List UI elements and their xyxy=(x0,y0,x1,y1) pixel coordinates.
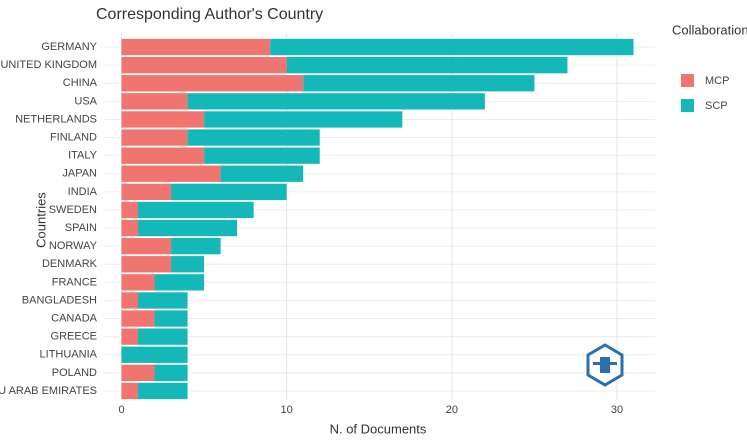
y-tick-label: JAPAN xyxy=(62,168,97,180)
bar-segment xyxy=(121,364,155,381)
y-tick-label: NORWAY xyxy=(49,240,98,252)
bar-segment xyxy=(121,292,139,309)
bar-segment xyxy=(138,328,188,345)
y-tick-label: CHINA xyxy=(63,77,98,89)
bar-segment xyxy=(154,274,205,291)
bar-segment xyxy=(286,57,568,74)
bar-segment xyxy=(121,346,188,363)
x-tick-label: 0 xyxy=(118,404,124,416)
bar-segment xyxy=(138,201,254,219)
bar-segment xyxy=(121,201,139,219)
y-tick-label: BANGLADESH xyxy=(22,294,97,306)
bar-segment xyxy=(121,328,139,345)
y-tick-label: NETHERLANDS xyxy=(15,113,97,125)
bar-segment xyxy=(154,364,188,381)
y-axis-title: Countries xyxy=(33,192,48,248)
x-tick-label: 30 xyxy=(611,404,623,416)
y-tick-label: INDIA xyxy=(68,186,98,198)
bar-segment xyxy=(121,129,188,146)
bar-segment xyxy=(121,310,155,327)
bar-segment xyxy=(121,75,304,92)
bar-segment xyxy=(121,165,221,182)
y-tick-label: ITALY xyxy=(68,150,98,162)
legend-label: SCP xyxy=(705,100,728,112)
bar-segment xyxy=(171,256,205,273)
x-axis-title: N. of Documents xyxy=(330,421,427,436)
bar-segment xyxy=(121,274,155,291)
y-tick-label: POLAND xyxy=(52,367,97,379)
legend-label: MCP xyxy=(705,75,729,87)
bar-segment xyxy=(270,38,634,56)
bar-segment xyxy=(121,147,205,164)
bar-segment xyxy=(121,219,139,237)
bar-segment xyxy=(121,238,172,255)
y-tick-label: SPAIN xyxy=(65,222,97,234)
bar-segment xyxy=(187,129,320,146)
bar-segment xyxy=(121,38,271,56)
bar-segment xyxy=(138,219,238,237)
bar-segment xyxy=(121,57,287,74)
bar-segment xyxy=(171,238,221,255)
y-tick-label: FRANCE xyxy=(52,276,97,288)
bar-segment xyxy=(121,256,172,273)
x-tick-label: 10 xyxy=(281,404,293,416)
y-tick-label: GREECE xyxy=(51,331,97,343)
logo xyxy=(586,343,624,387)
bar-segment xyxy=(220,165,304,182)
legend-swatch xyxy=(681,74,694,87)
y-tick-label: GERMANY xyxy=(41,41,97,53)
bar-segment xyxy=(303,75,535,92)
y-tick-label: USA xyxy=(74,95,97,107)
bar-segment xyxy=(171,183,287,200)
bar-segment xyxy=(121,93,188,110)
bar-segment xyxy=(121,382,139,400)
y-tick-label: U ARAB EMIRATES xyxy=(0,385,97,397)
y-tick-label: UNITED KINGDOM xyxy=(0,59,97,71)
x-tick-label: 20 xyxy=(446,404,458,416)
legend-title: Collaboration xyxy=(672,22,747,37)
bar-segment xyxy=(121,111,205,128)
legend-swatch xyxy=(681,99,694,112)
bar-segment xyxy=(138,382,188,400)
y-tick-label: SWEDEN xyxy=(49,204,97,216)
bar-segment xyxy=(204,111,403,128)
bar-segment xyxy=(154,310,188,327)
bar-segment xyxy=(204,147,320,164)
y-tick-label: CANADA xyxy=(51,312,98,324)
y-tick-label: DENMARK xyxy=(42,258,98,270)
bar-segment xyxy=(187,93,485,110)
y-tick-label: FINLAND xyxy=(50,131,97,143)
chart-title: Corresponding Author's Country xyxy=(96,6,323,23)
bar-segment xyxy=(121,183,172,200)
y-tick-label: LITHUANIA xyxy=(40,349,98,361)
bar-segment xyxy=(138,292,188,309)
